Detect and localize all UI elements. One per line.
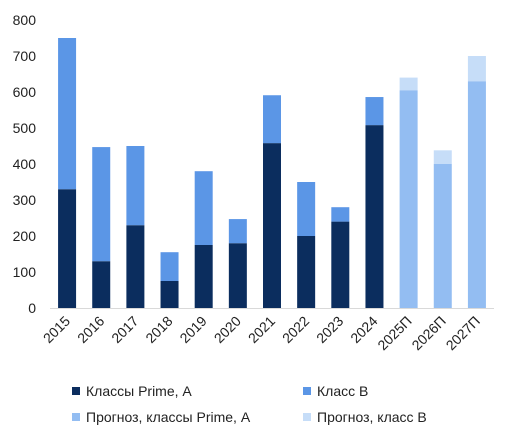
x-tick-label: 2021 [245, 313, 278, 346]
y-tick-label: 0 [28, 300, 36, 316]
bar-segment [194, 171, 213, 245]
bar-segment [331, 221, 350, 308]
bar-segment [467, 81, 486, 308]
bar-segment [399, 77, 418, 91]
legend-label: Прогноз, класс В [317, 409, 427, 425]
y-tick-label: 800 [13, 12, 37, 28]
legend-label: Классы Prime, А [86, 383, 192, 399]
x-tick-label: 2018 [142, 313, 175, 346]
bar-segment [365, 125, 384, 309]
bar-segment [399, 90, 418, 308]
legend: Классы Prime, А Класс В Прогноз, классы … [0, 372, 510, 432]
bar-segment [58, 189, 77, 308]
bar-segment [297, 182, 316, 236]
x-tick-label: 2025П [374, 313, 414, 353]
bar-segment [126, 225, 145, 308]
bar-segment [467, 56, 486, 82]
bar-segment [433, 164, 452, 308]
bar-segment [433, 150, 452, 164]
bar-segment [331, 207, 350, 222]
x-tick-label: 2015 [40, 313, 73, 346]
bar-segment [160, 252, 179, 281]
legend-item: Прогноз, класс В [303, 409, 427, 425]
bar-segment [160, 281, 179, 308]
legend-swatch [72, 413, 80, 421]
x-tick-label: 2022 [279, 313, 312, 346]
y-tick-label: 200 [13, 228, 37, 244]
bar-segment [365, 97, 384, 126]
x-tick-label: 2023 [313, 313, 346, 346]
legend-swatch [303, 387, 311, 395]
bar-segment [297, 236, 316, 308]
legend-item: Классы Prime, А [72, 383, 192, 399]
y-tick-label: 600 [13, 84, 37, 100]
y-tick-label: 300 [13, 192, 37, 208]
x-tick-label: 2017 [108, 313, 141, 346]
bar-segment [92, 147, 111, 262]
legend-label: Прогноз, классы Prime, А [86, 409, 251, 425]
x-tick-label: 2019 [176, 313, 209, 346]
bar-segment [126, 146, 145, 226]
x-tick-label: 2020 [211, 313, 244, 346]
legend-swatch [72, 387, 80, 395]
x-tick-label: 2016 [74, 313, 107, 346]
bar-segment [263, 143, 281, 308]
legend-swatch [303, 413, 311, 421]
bar-segment [263, 95, 281, 144]
bar-segment [194, 245, 213, 308]
y-tick-label: 400 [13, 156, 37, 172]
legend-item: Класс В [303, 383, 368, 399]
x-tick-label: 2027П [443, 313, 483, 353]
legend-item: Прогноз, классы Prime, А [72, 409, 250, 425]
y-tick-label: 100 [13, 264, 37, 280]
bar-segment [58, 38, 77, 190]
x-tick-label: 2026П [408, 313, 448, 353]
legend-label: Класс В [317, 383, 369, 399]
bar-segment [92, 261, 111, 308]
y-tick-label: 500 [13, 120, 37, 136]
bar-segment [228, 219, 247, 244]
y-tick-label: 700 [13, 48, 37, 64]
bar-segment [228, 243, 247, 308]
